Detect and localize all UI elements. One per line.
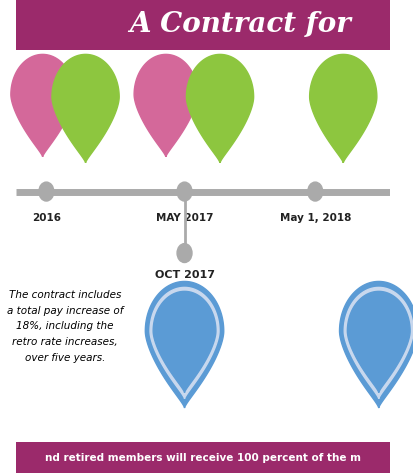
Polygon shape bbox=[150, 288, 218, 399]
Text: RATE: RATE bbox=[158, 101, 173, 106]
Text: 2009-11: 2009-11 bbox=[172, 351, 196, 356]
Text: The contract includes
a total pay increase of
18%, including the
retro rate incr: The contract includes a total pay increa… bbox=[7, 290, 123, 363]
Text: INCREASE: INCREASE bbox=[150, 114, 181, 119]
Text: RETRO RATE: RETRO RATE bbox=[201, 104, 238, 109]
Circle shape bbox=[177, 244, 192, 263]
Polygon shape bbox=[52, 54, 119, 163]
Text: 2%: 2% bbox=[74, 80, 97, 93]
Text: OCT 2017: OCT 2017 bbox=[154, 270, 214, 280]
Polygon shape bbox=[145, 281, 223, 408]
Polygon shape bbox=[11, 54, 74, 157]
Text: 5%: 5% bbox=[31, 78, 54, 91]
Polygon shape bbox=[343, 288, 412, 399]
Text: 2.5%: 2.5% bbox=[147, 78, 184, 91]
Text: 12.5%: 12.5% bbox=[158, 310, 210, 324]
Text: INCREASE: INCREASE bbox=[205, 118, 234, 123]
Text: 2016: 2016 bbox=[32, 213, 61, 223]
Text: 2%: 2% bbox=[331, 80, 354, 93]
Polygon shape bbox=[186, 54, 253, 163]
Text: nd retired members will receive 100 percent of the m: nd retired members will receive 100 perc… bbox=[45, 453, 360, 463]
Circle shape bbox=[177, 182, 192, 201]
Text: INCREASE: INCREASE bbox=[27, 114, 58, 119]
Text: MAY 2017: MAY 2017 bbox=[155, 213, 213, 223]
Text: 2%: 2% bbox=[209, 80, 230, 93]
Text: A Contract for: A Contract for bbox=[129, 11, 351, 38]
Text: RETRO RATE: RETRO RATE bbox=[324, 104, 361, 109]
Polygon shape bbox=[153, 291, 216, 393]
Text: INCREASE: INCREASE bbox=[71, 118, 100, 123]
Circle shape bbox=[39, 182, 54, 201]
Text: RATE: RATE bbox=[35, 101, 50, 106]
Text: RETRO PAYMENT: RETRO PAYMENT bbox=[159, 336, 209, 341]
Polygon shape bbox=[347, 291, 409, 393]
FancyBboxPatch shape bbox=[17, 0, 389, 50]
FancyBboxPatch shape bbox=[17, 442, 389, 473]
Polygon shape bbox=[309, 54, 376, 163]
Text: May 1, 2018: May 1, 2018 bbox=[279, 213, 350, 223]
Text: INCREASE: INCREASE bbox=[328, 118, 357, 123]
Text: RETRO RATE: RETRO RATE bbox=[67, 104, 104, 109]
Circle shape bbox=[307, 182, 322, 201]
Polygon shape bbox=[339, 281, 413, 408]
Polygon shape bbox=[134, 54, 197, 157]
